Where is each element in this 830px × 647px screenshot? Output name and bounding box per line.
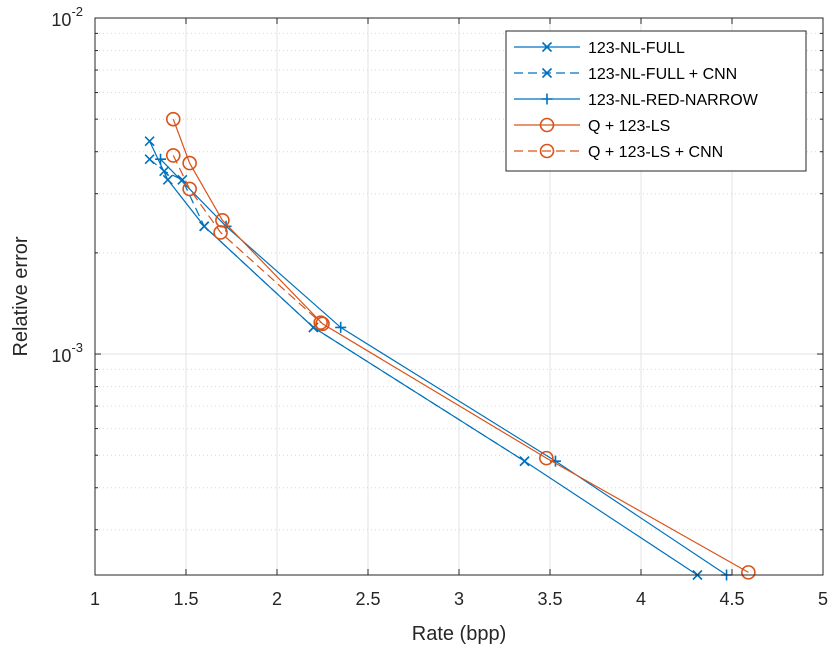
data-point — [335, 321, 347, 333]
series — [165, 111, 756, 580]
legend: 123-NL-FULL 123-NL-FULL + CNN 123-NL-RED-N… — [505, 30, 807, 172]
legend-entry: 123-NL-RED-NARROW — [514, 92, 759, 109]
x-tick-label: 1.5 — [173, 589, 198, 609]
data-point — [199, 221, 210, 232]
series-group — [144, 111, 756, 581]
data-point — [741, 565, 756, 580]
data-point — [213, 225, 228, 240]
legend-label: Q + 123-LS — [588, 118, 670, 135]
x-tick-label: 5 — [818, 589, 828, 609]
data-point — [182, 155, 197, 171]
legend-label: 123-NL-RED-NARROW — [588, 92, 759, 109]
x-tick-label: 2.5 — [355, 589, 380, 609]
x-tick-label: 3.5 — [537, 589, 562, 609]
x-tick-label: 1 — [90, 589, 100, 609]
legend-entry: 123-NL-FULL + CNN — [514, 66, 737, 83]
series-line — [172, 155, 322, 324]
data-point — [177, 174, 188, 185]
data-point — [144, 154, 155, 165]
data-point — [539, 143, 555, 159]
legend-label: 123-NL-FULL + CNN — [588, 66, 737, 83]
legend-box — [505, 30, 807, 172]
legend-entry: Q + 123-LS + CNN — [514, 143, 723, 161]
data-point — [155, 153, 167, 165]
data-point — [541, 67, 553, 79]
axis-ticks: 1 1.5 2 2.5 3 3.5 4 4.5 5 10-2 10-3 — [51, 4, 828, 609]
legend-label: Q + 123-LS + CNN — [588, 144, 723, 161]
legend-entry: Q + 123-LS — [514, 117, 670, 135]
data-point — [519, 456, 530, 467]
data-point — [159, 166, 170, 177]
data-point — [182, 181, 197, 197]
x-tick-label: 4.5 — [719, 589, 744, 609]
y-axis-label: Relative error — [10, 236, 32, 356]
data-point — [162, 174, 173, 185]
data-point — [541, 93, 553, 105]
data-point — [144, 136, 155, 147]
x-axis-label: Rate (bpp) — [412, 623, 507, 645]
y-tick-label: 10-2 — [51, 4, 83, 30]
legend-label: 123-NL-FULL — [588, 40, 685, 57]
series-line — [172, 118, 749, 573]
series — [165, 148, 328, 330]
legend-entry: 123-NL-FULL — [514, 40, 685, 57]
data-point — [315, 316, 330, 332]
data-point — [539, 450, 554, 466]
x-tick-label: 3 — [454, 589, 464, 609]
data-point — [165, 148, 181, 163]
x-tick-label: 2 — [272, 589, 282, 609]
y-tick-label: 10-3 — [51, 340, 83, 366]
data-point — [313, 315, 328, 330]
x-tick-label: 4 — [636, 589, 646, 609]
data-point — [165, 111, 181, 127]
series — [144, 154, 530, 467]
data-point — [541, 41, 553, 53]
data-point — [539, 117, 555, 133]
series-line — [149, 140, 698, 576]
